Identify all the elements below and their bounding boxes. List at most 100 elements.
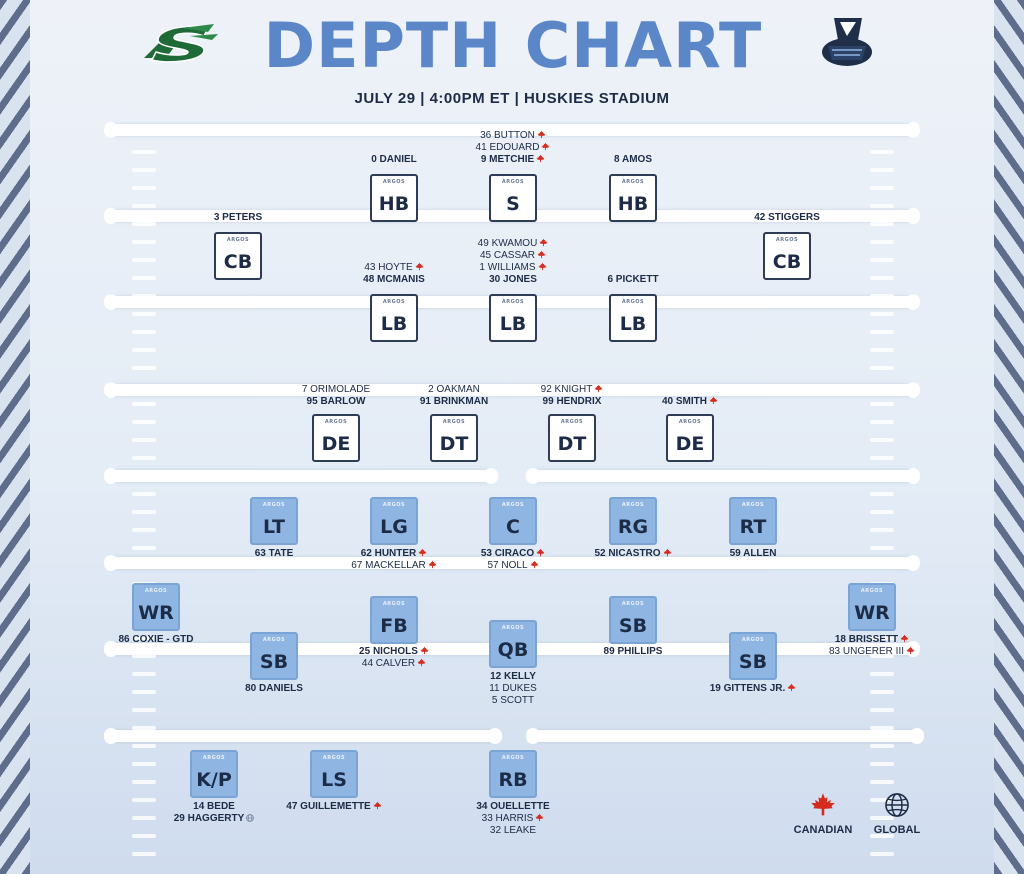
player-name: 44 CALVER [324,658,464,670]
hash-mark [132,528,156,532]
box-team-tag: ARGOS [621,179,645,185]
position-box-lb-left: ARGOS LB [370,294,418,342]
hash-mark [870,726,894,730]
player-list-hb-right: 8 AMOS [563,154,703,166]
player-list-lb-mid: 49 KWAMOU 45 CASSAR 1 WILLIAMS 30 JONES [443,238,583,286]
player-name: 32 LEAKE [443,825,583,837]
box-team-tag: ARGOS [442,419,466,425]
box-team-tag: ARGOS [621,601,645,607]
player-list-wr-right: 18 BRISSETT 83 UNGERER III [802,634,942,658]
player-name-text: 0 DANIEL [371,154,417,165]
maple-leaf-icon [906,646,915,655]
position-label: WR [138,602,174,624]
hash-mark [132,258,156,262]
argonauts-logo [822,18,872,66]
hash-mark [132,492,156,496]
position-box-sb-left: ARGOS SB [250,632,298,680]
box-team-tag: ARGOS [775,237,799,243]
player-name: 12 KELLY [443,671,583,683]
hash-mark [132,168,156,172]
player-list-s: 36 BUTTON 41 EDOUARD 9 METCHIE [443,130,583,166]
position-box-de-right: ARGOS DE [666,414,714,462]
player-name-text: 48 MCMANIS [363,274,425,285]
hash-mark [870,168,894,172]
maple-leaf-icon [536,154,545,163]
box-team-tag: ARGOS [144,588,168,594]
player-name: 86 COXIE - GTD [86,634,226,646]
hash-mark [132,204,156,208]
player-name-text: 18 BRISSETT [834,634,899,645]
hash-mark [132,852,156,856]
hash-mark [870,384,894,388]
position-box-s: ARGOS S [489,174,537,222]
hash-mark [870,510,894,514]
player-name-text: 5 SCOTT [491,695,535,706]
player-name-text: 57 NOLL [487,560,528,571]
hash-mark [132,672,156,676]
maple-leaf-icon [900,634,909,643]
player-name-text: 7 ORIMOLADE [301,384,371,395]
roughriders-logo [144,24,218,63]
player-name-text: 25 NICHOLS [359,646,418,657]
maple-leaf-icon [709,396,718,405]
box-team-tag: ARGOS [741,502,765,508]
player-name-text: 32 LEAKE [489,825,537,836]
box-team-tag: ARGOS [324,419,348,425]
position-box-ls: ARGOS LS [310,750,358,798]
player-name: 48 MCMANIS [324,274,464,286]
player-name-text: 53 CIRACO [480,548,535,559]
yard-line [104,555,920,571]
hash-mark [132,420,156,424]
box-team-tag: ARGOS [202,755,226,761]
hash-mark [132,636,156,640]
left-stripe-border [0,0,30,874]
maple-leaf-icon [418,548,427,557]
position-box-sb-right-outer: ARGOS SB [729,632,777,680]
player-name-text: 44 CALVER [361,658,416,669]
position-box-rt: ARGOS RT [729,497,777,545]
maple-leaf-icon [529,560,539,569]
box-team-tag: ARGOS [382,502,406,508]
position-box-de-left: ARGOS DE [312,414,360,462]
player-name-text: 95 BARLOW [306,396,366,407]
player-name: 89 PHILLIPS [563,646,703,658]
position-box-sb-right-inner: ARGOS SB [609,596,657,644]
player-name-text: 92 KNIGHT [540,384,593,395]
hash-mark [132,762,156,766]
player-name: 3 PETERS [168,212,308,224]
position-box-cb-left: ARGOS CB [214,232,262,280]
page-title: DEPTH CHART [263,9,763,82]
hash-mark [870,852,894,856]
hash-mark [870,240,894,244]
yard-line [526,728,924,744]
position-label: HB [378,193,410,215]
position-label: SB [738,651,768,673]
hash-mark [132,276,156,280]
hash-mark [132,348,156,352]
player-list-de-left: 7 ORIMOLADE 95 BARLOW [266,384,406,408]
player-name-text: 30 JONES [489,274,537,285]
player-name: 7 ORIMOLADE [266,384,406,396]
hash-mark [132,510,156,514]
maple-leaf-icon [811,793,835,816]
player-name: 95 BARLOW [266,396,406,408]
maple-leaf-icon [417,658,426,667]
box-team-tag: ARGOS [262,502,286,508]
position-box-hb-right: ARGOS HB [609,174,657,222]
position-box-lb-mid: ARGOS LB [489,294,537,342]
position-box-dt-left: ARGOS DT [430,414,478,462]
hash-mark [132,366,156,370]
position-box-lb-right: ARGOS LB [609,294,657,342]
position-label: LB [380,313,408,335]
position-box-rg: ARGOS RG [609,497,657,545]
hash-mark [132,546,156,550]
yard-line [104,382,920,398]
player-name: 36 BUTTON [443,130,583,142]
player-name: 62 HUNTER [324,548,464,560]
player-list-sb-right-inner: 89 PHILLIPS [563,646,703,658]
player-name: 49 KWAMOU [443,238,583,250]
hash-mark [870,150,894,154]
player-name: 45 CASSAR [443,250,583,262]
maple-leaf-icon [541,142,551,151]
hash-mark [870,546,894,550]
